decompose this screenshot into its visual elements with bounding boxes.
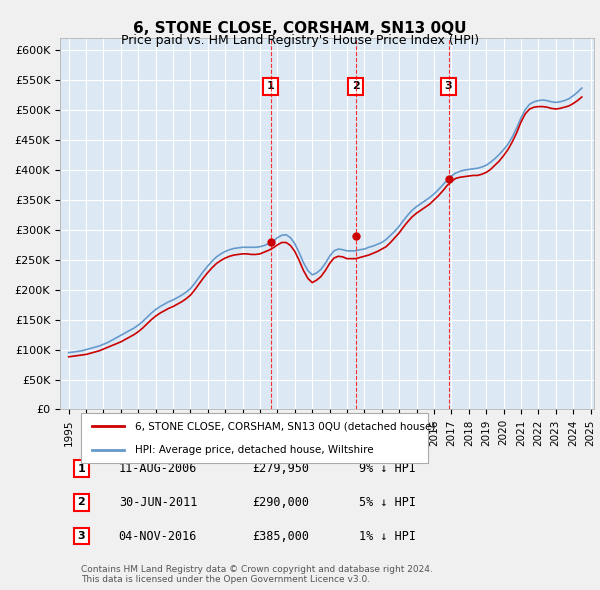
Text: 1: 1 — [77, 464, 85, 474]
Text: 04-NOV-2016: 04-NOV-2016 — [119, 529, 197, 543]
Text: 2: 2 — [77, 497, 85, 507]
Text: 9% ↓ HPI: 9% ↓ HPI — [359, 462, 416, 475]
FancyBboxPatch shape — [82, 413, 428, 464]
Text: 3: 3 — [445, 81, 452, 91]
Text: Contains HM Land Registry data © Crown copyright and database right 2024.
This d: Contains HM Land Registry data © Crown c… — [82, 565, 433, 584]
Text: £279,950: £279,950 — [252, 462, 309, 475]
Text: 6, STONE CLOSE, CORSHAM, SN13 0QU (detached house): 6, STONE CLOSE, CORSHAM, SN13 0QU (detac… — [135, 421, 435, 431]
Text: 3: 3 — [77, 531, 85, 541]
Text: 1: 1 — [267, 81, 275, 91]
Text: 6, STONE CLOSE, CORSHAM, SN13 0QU: 6, STONE CLOSE, CORSHAM, SN13 0QU — [133, 21, 467, 35]
Text: £385,000: £385,000 — [252, 529, 309, 543]
Text: 2: 2 — [352, 81, 359, 91]
Text: £290,000: £290,000 — [252, 496, 309, 509]
Text: 30-JUN-2011: 30-JUN-2011 — [119, 496, 197, 509]
Text: 11-AUG-2006: 11-AUG-2006 — [119, 462, 197, 475]
Text: HPI: Average price, detached house, Wiltshire: HPI: Average price, detached house, Wilt… — [135, 445, 373, 455]
Text: 5% ↓ HPI: 5% ↓ HPI — [359, 496, 416, 509]
Text: 1% ↓ HPI: 1% ↓ HPI — [359, 529, 416, 543]
Text: Price paid vs. HM Land Registry's House Price Index (HPI): Price paid vs. HM Land Registry's House … — [121, 34, 479, 47]
